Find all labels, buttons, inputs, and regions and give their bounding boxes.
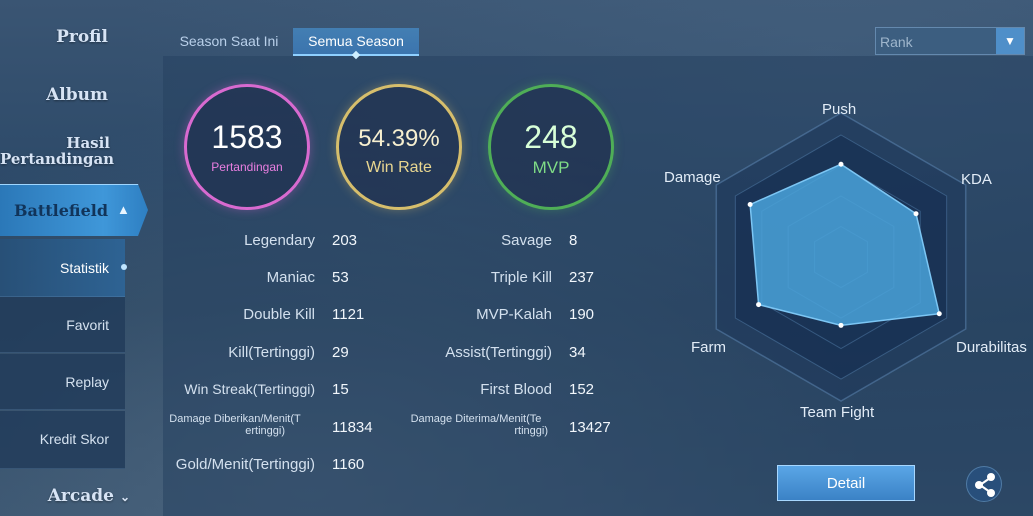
sidebar-item-label: Profil [56, 27, 108, 47]
stat-label-line: Damage Diterima/Menit(Te [410, 413, 542, 425]
stat-label-savage: Savage [501, 232, 552, 249]
stat-label-double-kill: Double Kill [243, 306, 315, 323]
matches-value: 1583 [211, 119, 283, 155]
stat-value-win-streak: 15 [332, 381, 349, 398]
radar-point-kda [913, 211, 919, 217]
stat-value-damage-diberikan: 11834 [332, 419, 373, 436]
stat-value-assist-tertinggi: 34 [569, 344, 586, 361]
radar-axis-label-farm: Farm [691, 339, 726, 356]
radar-point-team-fight [838, 322, 844, 328]
detail-button[interactable]: Detail [777, 465, 915, 501]
stat-label-gold-menit: Gold/Menit(Tertinggi) [175, 456, 315, 473]
radar-axis-label-push: Push [822, 101, 857, 118]
stat-value-maniac: 53 [332, 269, 349, 286]
stat-value-mvp-kalah: 190 [569, 306, 595, 323]
sidebar-subitem-label: Statistik [59, 260, 109, 276]
sidebar-item-profil[interactable]: Profil [0, 27, 150, 47]
tab-semua-season[interactable]: Semua Season [293, 28, 419, 60]
winrate-value: 54.39% [358, 125, 440, 152]
radar-point-farm [756, 302, 762, 308]
stat-label-win-streak: Win Streak(Tertinggi) [184, 381, 315, 397]
radar-axis-label-team-fight: Team Fight [800, 404, 875, 421]
chevron-down-icon: ⌄ [119, 490, 130, 504]
stat-label-line: rtinggi) [514, 425, 548, 437]
sidebar-item-label: Pertandingan [0, 150, 115, 168]
radar-axis-label-kda: KDA [961, 171, 992, 188]
active-indicator-icon [121, 264, 127, 270]
rank-filter-dropdown[interactable]: Rank ▼ [875, 27, 1025, 55]
stat-label-triple-kill: Triple Kill [490, 269, 552, 286]
sidebar-item-album[interactable]: Album [0, 85, 150, 105]
share-button[interactable] [966, 466, 1002, 502]
stat-value-double-kill: 1121 [332, 306, 365, 323]
sidebar-item-label: Album [46, 85, 108, 105]
mvp-circle: 248 MVP [488, 84, 614, 210]
radar-axis-label-durabilitas: Durabilitas [956, 339, 1027, 356]
stat-label-damage-diterima: Damage Diterima/Menit(Te rtinggi) [396, 413, 556, 437]
stat-value-legendary: 203 [332, 232, 358, 249]
radar-point-damage [747, 202, 753, 208]
winrate-circle: 54.39% Win Rate [336, 84, 462, 210]
sidebar-item-label: Battlefield [14, 201, 109, 220]
sidebar-item-label: Hasil [66, 134, 110, 152]
sidebar-subitem-kredit-skor[interactable]: Kredit Skor [0, 411, 125, 469]
sidebar-subitem-replay[interactable]: Replay [0, 354, 125, 410]
stat-label-mvp-kalah: MVP-Kalah [476, 306, 552, 323]
matches-circle: 1583 Pertandingan [184, 84, 310, 210]
stat-value-kill-tertinggi: 29 [332, 344, 349, 361]
radar-point-durabilitas [936, 311, 942, 317]
chevron-up-icon: ▲ [117, 202, 130, 217]
mvp-label: MVP [532, 158, 570, 177]
rank-filter-value: Rank [880, 34, 913, 50]
stat-value-first-blood: 152 [569, 381, 595, 398]
sidebar-subitem-label: Kredit Skor [39, 431, 109, 447]
mvp-value: 248 [524, 119, 578, 155]
radar-chart [715, 112, 967, 402]
stat-value-triple-kill: 237 [569, 269, 595, 286]
winrate-label: Win Rate [366, 159, 432, 176]
sidebar-item-hasil-pertandingan[interactable]: Hasil Pertandingan [0, 135, 150, 167]
stat-value-gold-menit: 1160 [332, 456, 365, 473]
sidebar-subitem-label: Favorit [66, 317, 109, 333]
tab-label: Semua Season [308, 33, 404, 49]
tab-label: Season Saat Ini [179, 33, 279, 49]
stat-label-kill-tertinggi: Kill(Tertinggi) [228, 344, 315, 361]
chevron-down-icon[interactable]: ▼ [996, 28, 1024, 54]
radar-point-push [838, 161, 844, 167]
radar-axis-label-damage: Damage [664, 169, 721, 186]
share-icon [975, 473, 995, 497]
detail-button-label: Detail [826, 475, 866, 492]
stat-label-line: ertinggi) [245, 425, 285, 437]
stat-label-maniac: Maniac [266, 269, 315, 286]
stat-label-legendary: Legendary [244, 232, 315, 249]
sidebar-item-battlefield[interactable]: Battlefield ▲ [0, 184, 148, 236]
stat-value-savage: 8 [569, 232, 578, 249]
sidebar-subitem-statistik[interactable]: Statistik [0, 239, 127, 297]
sidebar: Profil Album Hasil Pertandingan Battlefi… [0, 0, 150, 516]
sidebar-subitem-label: Replay [65, 374, 109, 390]
sidebar-item-label: Arcade [47, 486, 114, 506]
sidebar-subitem-favorit[interactable]: Favorit [0, 297, 125, 353]
stat-label-damage-diberikan: Damage Diberikan/Menit(T ertinggi) [155, 413, 315, 437]
stat-value-damage-diterima: 13427 [569, 419, 611, 436]
matches-label: Pertandingan [211, 160, 283, 174]
stat-label-first-blood: First Blood [480, 381, 552, 398]
sidebar-item-arcade[interactable]: Arcade ⌄ [0, 486, 150, 506]
stat-label-assist-tertinggi: Assist(Tertinggi) [445, 344, 552, 361]
tab-season-saat-ini[interactable]: Season Saat Ini [165, 28, 293, 56]
stat-label-line: Damage Diberikan/Menit(T [169, 413, 301, 425]
